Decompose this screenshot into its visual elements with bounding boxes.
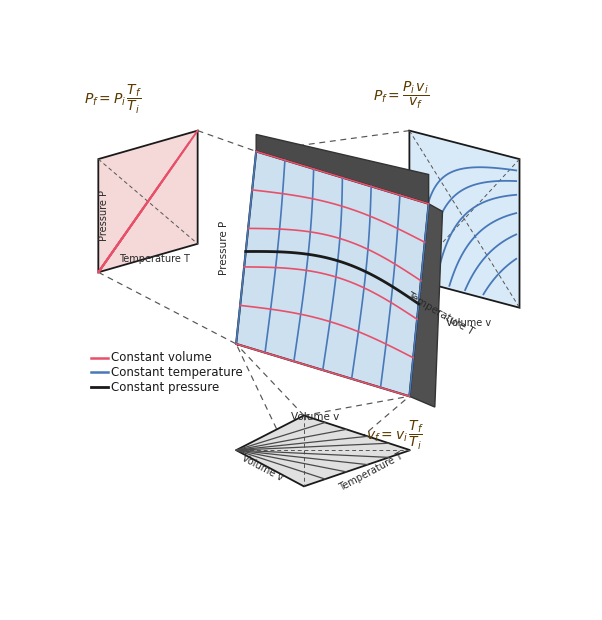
- Text: Constant volume: Constant volume: [111, 352, 212, 365]
- Text: Volume v: Volume v: [240, 453, 285, 483]
- Polygon shape: [236, 415, 410, 486]
- Text: $P_f = P_i\,\dfrac{T_f}{T_i}$: $P_f = P_i\,\dfrac{T_f}{T_i}$: [84, 82, 143, 116]
- Polygon shape: [236, 151, 429, 396]
- Text: Constant temperature: Constant temperature: [111, 366, 243, 379]
- Polygon shape: [98, 131, 197, 272]
- Text: Temperature T: Temperature T: [405, 291, 476, 337]
- Text: Pressure P: Pressure P: [99, 190, 109, 241]
- Text: Volume v: Volume v: [445, 317, 491, 328]
- Text: Constant pressure: Constant pressure: [111, 381, 220, 394]
- Text: $P_f = \dfrac{P_i\, v_i}{v_f}$: $P_f = \dfrac{P_i\, v_i}{v_f}$: [373, 81, 429, 112]
- Polygon shape: [256, 135, 429, 204]
- Text: $v_f = v_i\,\dfrac{T_f}{T_i}$: $v_f = v_i\,\dfrac{T_f}{T_i}$: [365, 419, 423, 452]
- Text: Pressure P: Pressure P: [219, 221, 229, 275]
- Text: Volume v: Volume v: [291, 412, 339, 422]
- Text: Temperature T: Temperature T: [119, 254, 190, 264]
- Polygon shape: [409, 204, 442, 407]
- Polygon shape: [409, 131, 520, 308]
- Text: Pressure P: Pressure P: [397, 179, 407, 230]
- Text: Temperature T: Temperature T: [337, 451, 405, 493]
